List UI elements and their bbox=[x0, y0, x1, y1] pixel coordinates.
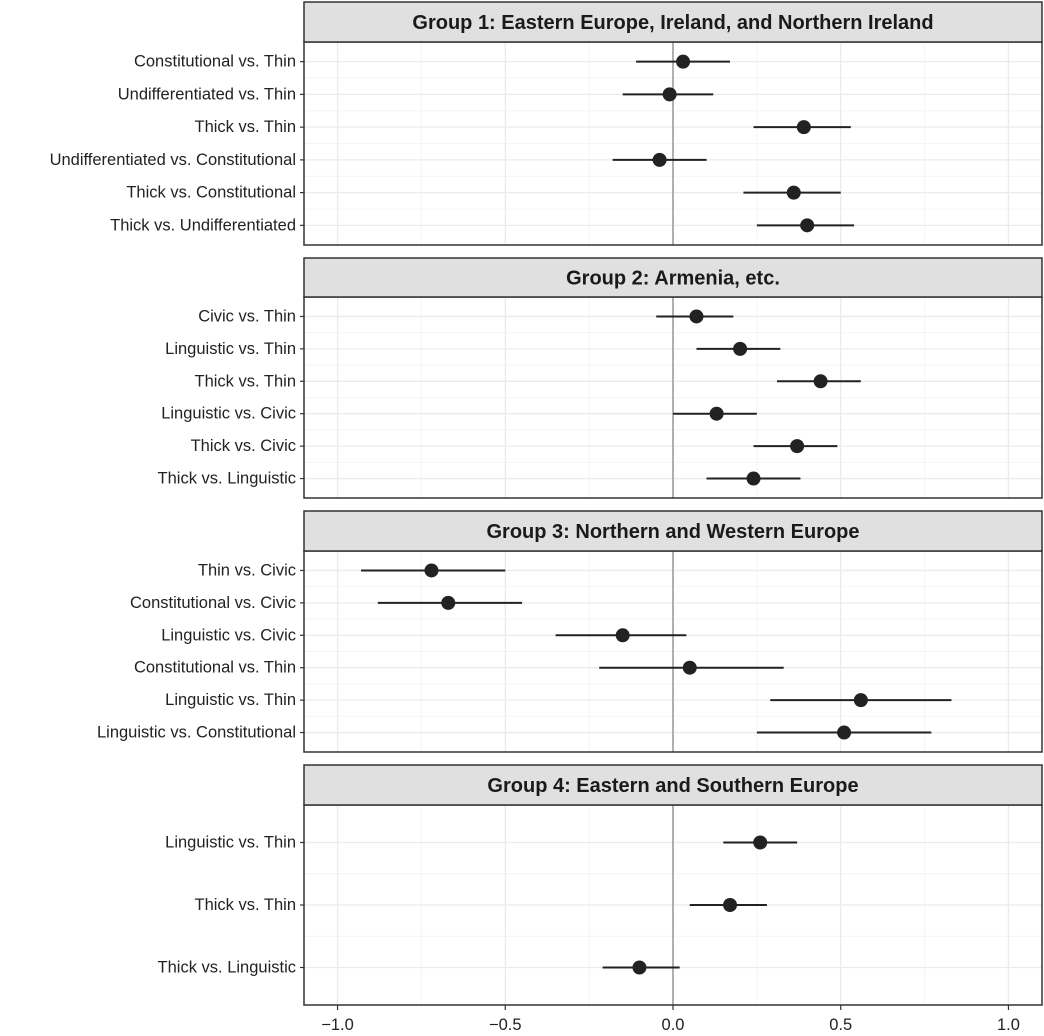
category-label: Undifferentiated vs. Constitutional bbox=[50, 151, 296, 169]
point-estimate bbox=[786, 185, 801, 200]
category-label: Civic vs. Thin bbox=[198, 307, 296, 325]
category-label: Linguistic vs. Civic bbox=[161, 405, 296, 423]
facet-title: Group 4: Eastern and Southern Europe bbox=[487, 775, 858, 797]
category-label: Constitutional vs. Thin bbox=[134, 53, 296, 71]
facet-strip bbox=[303, 510, 1043, 552]
category-label: Thick vs. Undifferentiated bbox=[110, 216, 296, 234]
point-estimate bbox=[682, 660, 697, 675]
category-label: Thick vs. Constitutional bbox=[126, 184, 296, 202]
facet-strip bbox=[303, 764, 1043, 806]
point-estimate bbox=[800, 218, 815, 233]
category-label: Thin vs. Civic bbox=[198, 561, 296, 579]
point-estimate bbox=[441, 595, 456, 610]
point-estimate bbox=[709, 406, 724, 421]
point-estimate bbox=[676, 54, 691, 69]
facet-title: Group 3: Northern and Western Europe bbox=[487, 521, 860, 543]
point-estimate bbox=[662, 87, 677, 102]
facet-title: Group 1: Eastern Europe, Ireland, and No… bbox=[412, 12, 933, 34]
category-label: Thick vs. Thin bbox=[195, 118, 296, 136]
category-label: Thick vs. Linguistic bbox=[158, 470, 296, 488]
point-estimate bbox=[689, 309, 704, 324]
category-label: Linguistic vs. Thin bbox=[165, 691, 296, 709]
point-estimate bbox=[853, 693, 868, 708]
category-label: Linguistic vs. Thin bbox=[165, 834, 296, 852]
point-estimate bbox=[796, 120, 811, 135]
point-estimate bbox=[790, 439, 805, 454]
category-label: Thick vs. Thin bbox=[195, 372, 296, 390]
category-label: Thick vs. Thin bbox=[195, 896, 296, 914]
facet-strip bbox=[303, 1, 1043, 43]
x-tick-label: −0.5 bbox=[489, 1016, 522, 1034]
point-estimate bbox=[424, 563, 439, 578]
category-label: Undifferentiated vs. Thin bbox=[118, 85, 296, 103]
x-tick-label: 0.0 bbox=[662, 1016, 685, 1034]
category-label: Thick vs. Linguistic bbox=[158, 959, 296, 977]
category-label: Linguistic vs. Civic bbox=[161, 626, 296, 644]
x-tick-label: −1.0 bbox=[321, 1016, 354, 1034]
category-label: Linguistic vs. Thin bbox=[165, 340, 296, 358]
point-estimate bbox=[632, 960, 647, 975]
x-tick-label: 0.5 bbox=[829, 1016, 852, 1034]
facet-strip bbox=[303, 257, 1043, 298]
point-estimate bbox=[615, 628, 630, 643]
point-estimate bbox=[733, 341, 748, 356]
category-label: Linguistic vs. Constitutional bbox=[97, 724, 296, 742]
x-tick-label: 1.0 bbox=[997, 1016, 1020, 1034]
category-label: Constitutional vs. Thin bbox=[134, 659, 296, 677]
point-estimate bbox=[753, 835, 768, 850]
category-label: Thick vs. Civic bbox=[191, 437, 296, 455]
point-estimate bbox=[723, 898, 738, 912]
point-estimate bbox=[837, 725, 852, 740]
point-estimate bbox=[746, 471, 761, 486]
category-label: Constitutional vs. Civic bbox=[130, 594, 296, 612]
facet-title: Group 2: Armenia, etc. bbox=[566, 268, 780, 290]
point-estimate bbox=[813, 374, 828, 389]
point-estimate bbox=[652, 152, 667, 167]
